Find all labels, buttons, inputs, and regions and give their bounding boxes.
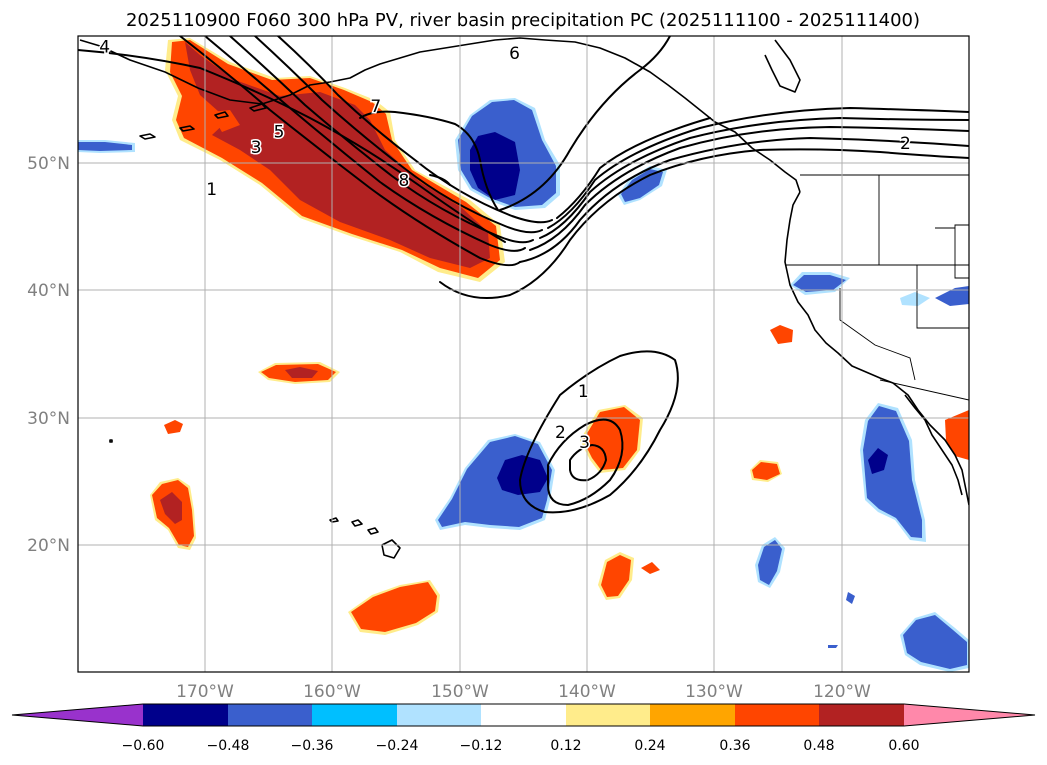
- colorbar-segment: [650, 704, 735, 726]
- colorbar-segment: [228, 704, 312, 726]
- lon-tick-labels: 170°W 160°W 150°W 140°W 130°W 120°W: [176, 682, 871, 702]
- colorbar-tick-label: 0.60: [888, 738, 919, 754]
- lat-tick-label: 40°N: [27, 281, 70, 301]
- chart-title: 2025110900 F060 300 hPa PV, river basin …: [126, 10, 920, 31]
- lat-tick-label: 20°N: [27, 536, 70, 556]
- borders: [786, 174, 969, 401]
- colorbar-tick-label: 0.36: [719, 738, 750, 754]
- pv-contour-label: 4: [99, 37, 110, 57]
- lon-tick-label: 140°W: [558, 682, 616, 702]
- precip-blob: [164, 420, 183, 434]
- colorbar-segment: [397, 704, 481, 726]
- precip-blob: [770, 325, 793, 344]
- colorbar-tick-label: −0.48: [207, 738, 250, 754]
- colorbar-tick-label: 0.24: [634, 738, 665, 754]
- precip-blob: [755, 537, 785, 588]
- colorbar-segment: [819, 704, 904, 726]
- pv-contours: [78, 36, 969, 514]
- pv-contour-label: 1: [206, 180, 217, 200]
- precip-blob: [258, 362, 340, 384]
- colorbar-tick-label: −0.36: [291, 738, 334, 754]
- precip-blob: [860, 403, 926, 542]
- pv-contour-label: 8: [398, 171, 409, 191]
- colorbar-tick-label: −0.60: [122, 738, 165, 754]
- lon-tick-label: 170°W: [176, 682, 234, 702]
- colorbar-segment: [481, 704, 566, 726]
- lat-tick-label: 50°N: [27, 154, 70, 174]
- pv-contour-label: 2: [900, 134, 911, 154]
- pv-contour-label: 3: [251, 138, 262, 158]
- precip-blob: [750, 460, 782, 482]
- colorbar-extend-max: [904, 704, 1035, 726]
- lon-tick-label: 120°W: [813, 682, 871, 702]
- pv-contour-label: 7: [370, 97, 381, 117]
- precip-blob: [348, 580, 440, 635]
- precip-blob: [455, 98, 560, 210]
- precip-blob: [641, 562, 660, 574]
- colorbar-segment: [312, 704, 397, 726]
- colorbar-segment: [735, 704, 819, 726]
- map-frame: [77, 35, 970, 673]
- colorbar: −0.60 −0.48 −0.36 −0.24 −0.12 0.12 0.24 …: [11, 703, 1036, 754]
- colorbar-outline: [11, 703, 1036, 727]
- colorbar-ticks: −0.60 −0.48 −0.36 −0.24 −0.12 0.12 0.24 …: [122, 738, 920, 754]
- colorbar-tick-label: 0.48: [803, 738, 834, 754]
- precip-blob: [78, 140, 135, 153]
- precip-blob: [618, 166, 667, 205]
- colorbar-segment: [566, 704, 650, 726]
- lon-tick-label: 130°W: [685, 682, 743, 702]
- pv-contour-label: 2: [555, 423, 566, 443]
- colorbar-tick-label: −0.12: [460, 738, 503, 754]
- coastlines: [79, 37, 969, 559]
- pv-contour-label: 6: [509, 44, 520, 64]
- precip-blob: [945, 410, 969, 460]
- colorbar-extend-min: [12, 704, 143, 726]
- pv-contour-label: 5: [274, 123, 285, 143]
- precip-blob: [598, 552, 634, 600]
- precip-blob: [580, 405, 643, 473]
- pv-contour-label: 3: [579, 433, 590, 453]
- precip-blob: [900, 612, 969, 672]
- pv-contour-label: 1: [578, 382, 589, 402]
- precip-blob: [828, 592, 855, 648]
- lat-tick-labels: 20°N 30°N 40°N 50°N: [27, 154, 70, 556]
- lat-tick-label: 30°N: [27, 409, 70, 429]
- lon-tick-label: 160°W: [303, 682, 361, 702]
- precip-blob: [790, 272, 850, 295]
- precip-blob: [435, 434, 555, 530]
- gridlines: [78, 36, 969, 672]
- colorbar-tick-label: −0.24: [376, 738, 419, 754]
- colorbar-tick-label: 0.12: [550, 738, 581, 754]
- precip-blob: [900, 286, 969, 306]
- lon-tick-label: 150°W: [431, 682, 489, 702]
- colorbar-segment: [143, 704, 228, 726]
- precip-blob: [150, 478, 196, 550]
